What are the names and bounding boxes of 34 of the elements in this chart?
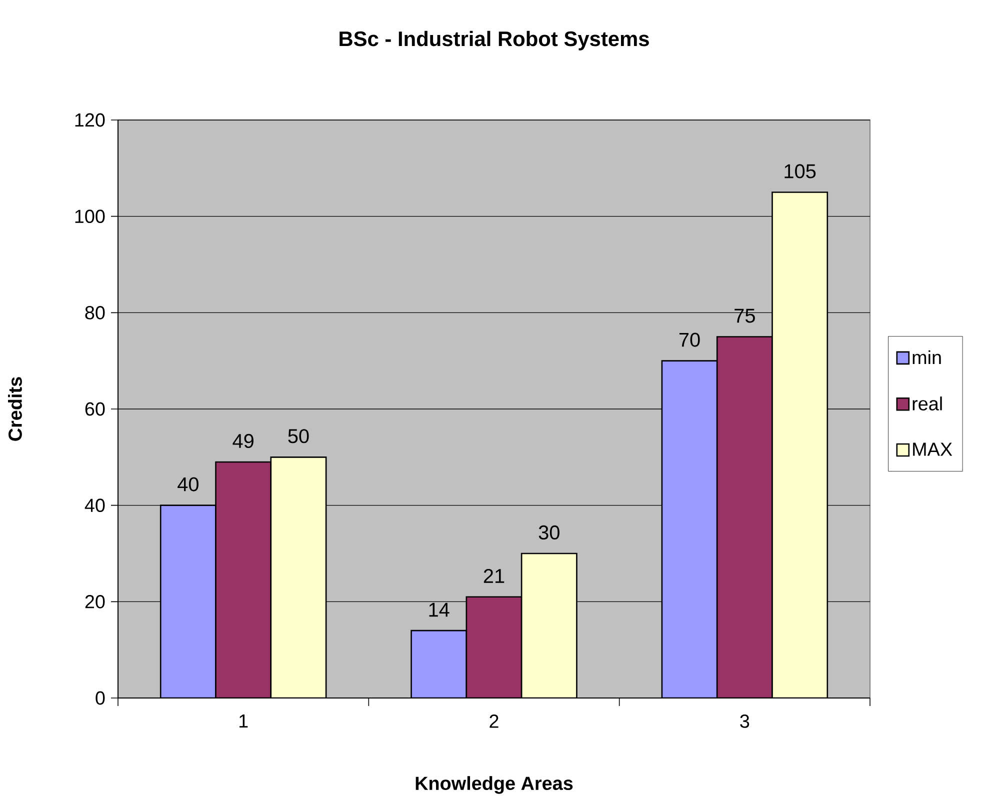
chart-title: BSc - Industrial Robot Systems [340,30,649,50]
data-label: 14 [429,602,450,617]
y-tick-label: 100 [75,210,105,224]
bar [772,192,828,698]
bar [661,360,718,698]
legend-label: real [912,396,942,410]
x-tick-label: 3 [740,714,750,728]
bar [160,504,216,698]
data-label: 75 [734,308,755,323]
x-tick-label: 1 [240,714,248,728]
data-label: 105 [784,164,816,178]
y-tick-label: 60 [85,402,105,416]
bar [520,552,578,698]
y-tick-label: 20 [85,594,105,608]
data-label: 49 [232,434,254,448]
bar [410,630,468,698]
x-tick-label: 2 [490,714,498,728]
y-tick-label: 80 [85,306,105,320]
bar [716,336,773,698]
bar [215,461,272,698]
data-label: 21 [484,568,504,583]
y-tick-label: 40 [84,498,105,512]
x-axis-title: Knowledge Areas [416,776,573,794]
bar [270,456,327,698]
y-tick-label: 120 [75,113,105,127]
bar [466,596,522,698]
legend-label: MAX [913,442,952,456]
y-axis-title: Credits [8,377,22,441]
legend-label: min [912,350,941,364]
data-label: 70 [679,332,700,347]
data-label: 30 [538,525,560,540]
data-label: 40 [178,477,198,492]
data-label: 50 [288,429,309,444]
y-tick-label: 0 [96,691,105,705]
